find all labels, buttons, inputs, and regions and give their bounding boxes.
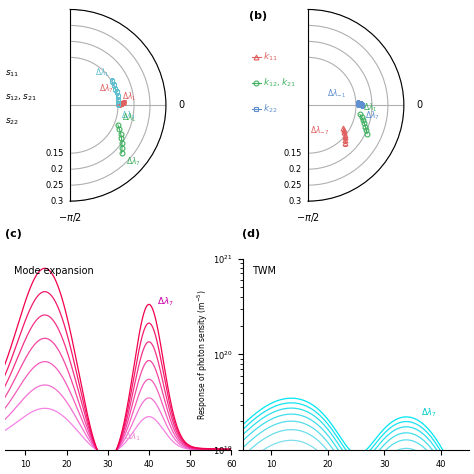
Text: $s_{22}$: $s_{22}$ xyxy=(5,116,19,127)
Text: $\Delta\lambda_7$: $\Delta\lambda_7$ xyxy=(126,155,140,168)
Text: $s_{11}$: $s_{11}$ xyxy=(5,69,19,79)
Text: $\Delta\lambda_1$: $\Delta\lambda_1$ xyxy=(124,431,141,443)
Text: (b): (b) xyxy=(249,11,267,21)
Text: (d): (d) xyxy=(242,229,260,239)
Text: $\Delta\lambda_7$: $\Delta\lambda_7$ xyxy=(365,109,380,122)
Text: $\Delta\lambda_{-1}$: $\Delta\lambda_{-1}$ xyxy=(327,87,346,100)
Text: (c): (c) xyxy=(5,229,22,239)
Text: $\Delta\lambda_1$: $\Delta\lambda_1$ xyxy=(0,473,1,474)
Text: $\Delta\lambda_7$: $\Delta\lambda_7$ xyxy=(421,406,437,419)
Text: $\Delta\lambda_1$: $\Delta\lambda_1$ xyxy=(122,90,137,103)
Text: $\Delta\lambda_7$: $\Delta\lambda_7$ xyxy=(99,82,113,95)
Text: $k_{22}$: $k_{22}$ xyxy=(263,103,278,115)
Text: $\Delta\lambda_7$: $\Delta\lambda_7$ xyxy=(121,109,136,122)
Text: TWM: TWM xyxy=(252,266,276,276)
Text: $s_{12}, s_{21}$: $s_{12}, s_{21}$ xyxy=(5,92,36,103)
Text: $k_{12}, k_{21}$: $k_{12}, k_{21}$ xyxy=(263,77,296,89)
Text: $\Delta\lambda_1$: $\Delta\lambda_1$ xyxy=(122,112,137,125)
Text: $\Delta\lambda_1$: $\Delta\lambda_1$ xyxy=(363,101,377,114)
Text: $\Delta\lambda_7$: $\Delta\lambda_7$ xyxy=(157,295,174,308)
Text: $\Delta\lambda_{-7}$: $\Delta\lambda_{-7}$ xyxy=(310,124,329,137)
Text: $\Delta\lambda_1$: $\Delta\lambda_1$ xyxy=(95,67,110,79)
Y-axis label: Response of photon sensity (m$^{-5}$): Response of photon sensity (m$^{-5}$) xyxy=(196,289,210,420)
Text: $k_{11}$: $k_{11}$ xyxy=(263,51,278,63)
Text: Mode expansion: Mode expansion xyxy=(14,266,93,276)
